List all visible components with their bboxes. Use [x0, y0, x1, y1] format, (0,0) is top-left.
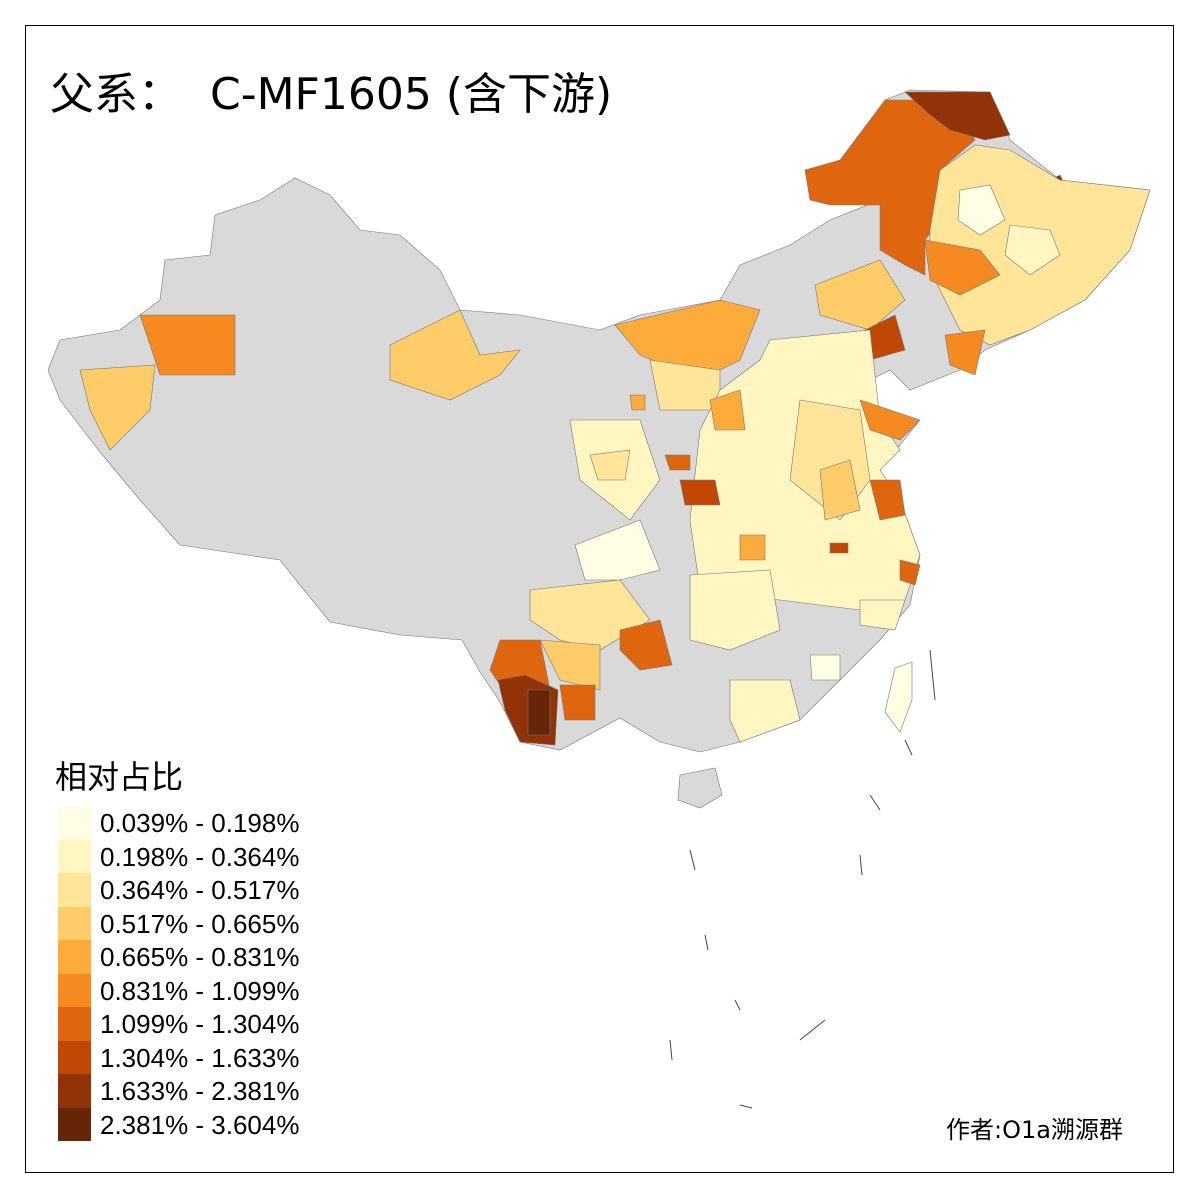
legend-item: 0.831% - 1.099% [58, 973, 358, 1007]
legend-swatch [58, 873, 91, 907]
legend-item: 0.198% - 0.364% [58, 839, 358, 873]
legend-swatch [58, 940, 91, 974]
figure-border [25, 25, 1174, 1173]
map-region [527, 689, 551, 736]
map-region [944, 329, 986, 376]
map-region [79, 364, 156, 451]
map-region [829, 542, 849, 554]
legend-swatch [58, 1074, 91, 1108]
legend-item: 1.304% - 1.633% [58, 1040, 358, 1074]
island-mark [739, 1104, 753, 1109]
island-mark [859, 854, 863, 876]
map-region [574, 519, 661, 581]
map-region [904, 91, 1011, 141]
map-region [957, 184, 1006, 236]
map-region [664, 454, 691, 471]
legend-swatch [58, 973, 91, 1007]
map-region [389, 309, 521, 401]
map-region [559, 684, 596, 721]
island-mark [669, 1039, 673, 1061]
legend-label: 0.665% - 0.831% [100, 942, 300, 972]
map-region [139, 314, 236, 376]
map-region [814, 259, 906, 331]
map-region [689, 569, 781, 651]
legend-item: 0.039% - 0.198% [58, 806, 358, 840]
map-region [539, 639, 601, 691]
legend-swatch [58, 906, 91, 940]
author-credit: 作者:O1a溯源群 [946, 1116, 1123, 1144]
legend-swatch [58, 1040, 91, 1074]
legend-swatch [58, 1107, 91, 1141]
map-region [809, 654, 841, 681]
map-region [924, 239, 1001, 296]
map-region [709, 389, 746, 431]
island-mark [904, 739, 913, 756]
legend-item: 2.381% - 3.604% [58, 1107, 358, 1141]
map-region [1004, 224, 1061, 276]
legend-swatch [58, 1007, 91, 1041]
legend-item: 0.364% - 0.517% [58, 873, 358, 907]
region-hainan [677, 767, 723, 809]
legend-item: 0.665% - 0.831% [58, 940, 358, 974]
legend-label: 2.381% - 3.604% [100, 1109, 300, 1140]
island-mark [929, 649, 936, 701]
island-mark [869, 794, 881, 811]
region-taiwan [884, 661, 913, 733]
map-region [859, 599, 906, 631]
map-region [614, 299, 761, 381]
map-region [619, 619, 673, 671]
legend-label: 0.198% - 0.364% [100, 841, 300, 872]
map-region [819, 459, 861, 521]
legend-swatch [58, 806, 91, 840]
legend-label: 1.099% - 1.304% [100, 1009, 300, 1039]
legend-label: 0.517% - 0.665% [100, 908, 300, 939]
legend-label: 0.831% - 1.099% [100, 975, 300, 1006]
legend-item: 0.517% - 0.665% [58, 906, 358, 940]
map-region [859, 399, 921, 441]
map-region [869, 479, 906, 521]
map-region [589, 449, 631, 481]
legend-label: 0.039% - 0.198% [100, 808, 300, 838]
island-mark [704, 934, 709, 951]
legend-item: 1.633% - 2.381% [58, 1074, 358, 1108]
legend-item: 1.099% - 1.304% [58, 1007, 358, 1041]
map-region [739, 534, 766, 561]
legend-label: 1.304% - 1.633% [100, 1042, 300, 1073]
map-title: 父系： C-MF1605 (含下游) [50, 69, 613, 120]
island-mark [799, 1019, 826, 1041]
island-mark [734, 999, 741, 1011]
island-mark [689, 849, 696, 871]
legend-swatch [58, 839, 91, 873]
map-region [899, 559, 921, 586]
map-region [729, 679, 801, 743]
map-region [679, 479, 721, 506]
legend-label: 0.364% - 0.517% [100, 875, 300, 905]
legend-title: 相对占比 [55, 758, 184, 796]
legend-label: 1.633% - 2.381% [100, 1076, 300, 1106]
map-region [629, 394, 646, 411]
